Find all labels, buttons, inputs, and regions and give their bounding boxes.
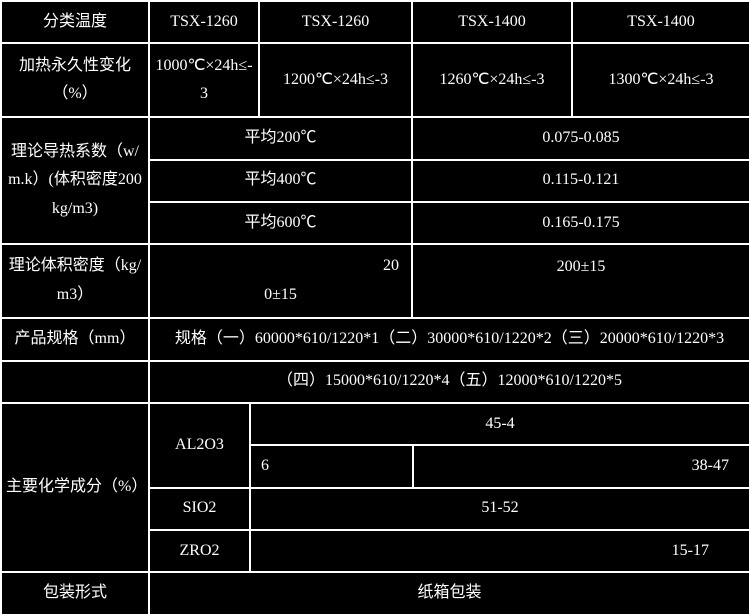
packing-label: 包装形式 [1, 572, 149, 615]
chem-zro2-cell: ZRO2 15-17 [149, 530, 749, 572]
chem-name-1: SIO2 [150, 489, 250, 529]
thermal-label: 理论导热系数（w/m.k）(体积密度200kg/m3) [1, 117, 149, 244]
chem-val-1: 51-52 [250, 489, 749, 529]
density-label: 理论体积密度（kg/m3） [1, 244, 149, 318]
thermal-temp-0: 平均200℃ [149, 117, 412, 159]
density-row: 理论体积密度（kg/m3） 20 0±15 200±15 [1, 244, 749, 318]
spec-label: 产品规格（mm） [1, 318, 149, 360]
density-left-top: 20 [150, 252, 411, 281]
density-left-bottom: 0±15 [150, 281, 411, 310]
chem-row-0: 主要化学成分（%） AL2O3 45-4 6 38-47 [1, 403, 749, 488]
spec-table: 分类温度 TSX-1260 TSX-1260 TSX-1400 TSX-1400… [0, 0, 749, 616]
packing-row: 包装形式 纸箱包装 [1, 572, 749, 615]
thermal-temp-2: 平均600℃ [149, 202, 412, 244]
thermal-val-1: 0.115-0.121 [412, 160, 749, 202]
heat-change-0: 1000℃×24h≤-3 [149, 43, 259, 117]
chem-bot-left: 6 [250, 445, 413, 486]
chem-val-2: 15-17 [250, 531, 749, 571]
header-col-3: TSX-1400 [572, 1, 749, 43]
header-col-2: TSX-1400 [412, 1, 572, 43]
chem-sio2-cell: SIO2 51-52 [149, 488, 749, 530]
spec-line1: 规格（一）60000*610/1220*1（二）30000*610/1220*2… [149, 318, 749, 360]
spec-blank [1, 361, 149, 403]
packing-val: 纸箱包装 [149, 572, 749, 615]
heat-change-1: 1200℃×24h≤-3 [259, 43, 412, 117]
heat-change-label: 加热永久性变化（%） [1, 43, 149, 117]
spec-line2: （四）15000*610/1220*4（五）12000*610/1220*5 [149, 361, 749, 403]
heat-change-2: 1260℃×24h≤-3 [412, 43, 572, 117]
header-col-1: TSX-1260 [259, 1, 412, 43]
chem-name-0: AL2O3 [150, 404, 250, 487]
density-left: 20 0±15 [149, 244, 412, 318]
thermal-val-2: 0.165-0.175 [412, 202, 749, 244]
header-label: 分类温度 [1, 1, 149, 43]
thermal-val-0: 0.075-0.085 [412, 117, 749, 159]
density-right: 200±15 [412, 244, 749, 318]
heat-change-row: 加热永久性变化（%） 1000℃×24h≤-3 1200℃×24h≤-3 126… [1, 43, 749, 117]
spec-row-1: 产品规格（mm） 规格（一）60000*610/1220*1（二）30000*6… [1, 318, 749, 360]
chem-mid-top: 45-4 [250, 404, 749, 445]
header-col-0: TSX-1260 [149, 1, 259, 43]
spec-row-2: （四）15000*610/1220*4（五）12000*610/1220*5 [1, 361, 749, 403]
thermal-row-0: 理论导热系数（w/m.k）(体积密度200kg/m3) 平均200℃ 0.075… [1, 117, 749, 159]
chem-label: 主要化学成分（%） [1, 403, 149, 573]
header-row: 分类温度 TSX-1260 TSX-1260 TSX-1400 TSX-1400 [1, 1, 749, 43]
chem-name-2: ZRO2 [150, 531, 250, 571]
chem-al2o3-cell: AL2O3 45-4 6 38-47 [149, 403, 749, 488]
chem-bot-right: 38-47 [413, 445, 749, 486]
heat-change-3: 1300℃×24h≤-3 [572, 43, 749, 117]
thermal-temp-1: 平均400℃ [149, 160, 412, 202]
